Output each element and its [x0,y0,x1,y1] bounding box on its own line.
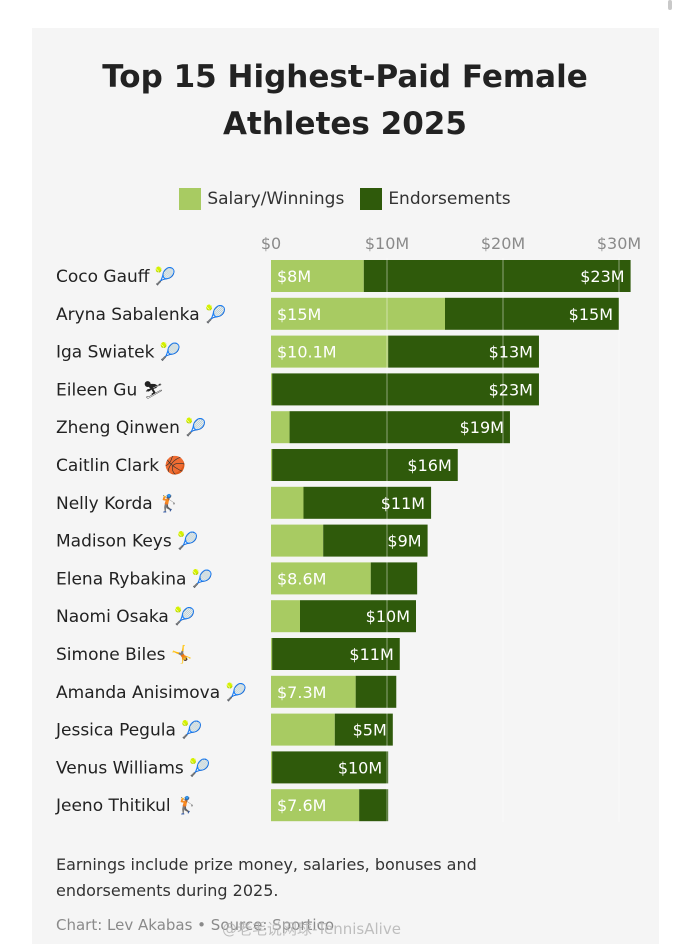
bar-endorsements [272,449,458,481]
bar-endorsements [445,297,619,330]
legend-item-endorsements: Endorsements [360,188,511,210]
athlete-label: Nelly Korda 🏌 [56,493,179,514]
bar-salary [271,486,304,519]
athlete-label: Caitlin Clark 🏀 [56,454,186,476]
bar-label-salary: $7.3M [277,683,326,702]
bar-label-endorsements: $5M [353,721,387,740]
bar-salary [271,751,273,784]
bar-salary [271,713,335,746]
bar-salary [271,675,356,708]
bar-endorsements [272,751,389,784]
legend-label-endorsements: Endorsements [388,189,511,209]
athlete-label: Venus Williams 🎾 [56,757,210,778]
bar-label-endorsements: $11M [349,645,393,664]
bar-label-salary: $10.1M [277,343,337,362]
athlete-label: Jeeno Thitikul 🏌 [55,795,197,816]
bar-label-endorsements: $11M [381,494,425,513]
bar-endorsements [289,411,510,444]
chart-title: Top 15 Highest-Paid Female Athletes 2025 [0,54,690,148]
legend-label-salary: Salary/Winnings [207,189,345,209]
bar-label-salary: $8M [277,267,311,286]
athlete-label: Simone Biles 🤸 [56,644,192,665]
bar-label-endorsements: $13M [489,343,533,362]
athlete-label: Eileen Gu ⛷ [56,380,164,400]
bar-salary [271,789,360,822]
bar-salary [271,335,389,368]
bar-salary [271,638,273,670]
bar-label-endorsements: $19M [460,418,504,437]
athlete-label: Aryna Sabalenka 🎾 [56,304,226,325]
bar-label-salary: $15M [277,305,321,324]
bar-endorsements [272,373,539,406]
bar-endorsements [300,600,416,633]
athlete-label: Zheng Qinwen 🎾 [56,417,206,438]
athlete-label: Elena Rybakina 🎾 [56,568,213,589]
bar-salary [271,373,273,406]
footnote: Earnings include prize money, salaries, … [56,855,477,900]
bar-endorsements [359,789,389,822]
bar-endorsements [355,675,397,708]
athlete-label: Madison Keys 🎾 [56,531,198,552]
bar-salary [271,297,445,330]
bar-salary [271,260,364,292]
bar-label-salary: $8.6M [277,569,326,588]
chart-legend: Salary/Winnings Endorsements [0,188,690,210]
bar-endorsements [370,562,418,595]
athlete-label: Jessica Pegula 🎾 [55,720,202,741]
bar-salary [271,524,324,557]
bar-label-salary: $7.6M [277,796,326,815]
bar-label-endorsements: $10M [338,758,382,777]
bar-endorsements [272,638,400,670]
bar-label-endorsements: $23M [489,380,533,399]
watermark: @老毛说网球-TennisAlive [222,920,401,938]
athlete-label: Iga Swiatek 🎾 [56,342,181,363]
x-tick-label: $0 [261,234,281,253]
chart-credit: Chart: Lev Akabas • Source: Sportico [56,916,334,934]
bar-label-endorsements: $10M [366,607,410,626]
bar-salary [271,562,371,595]
chart-title-line2: Athletes 2025 [223,106,467,142]
bar-endorsements [334,713,393,746]
athlete-label: Coco Gauff 🎾 [56,266,176,287]
bar-endorsements [303,486,432,519]
athlete-label: Amanda Anisimova 🎾 [56,682,247,703]
bar-endorsements [323,524,428,557]
bar-salary [271,600,300,633]
bar-label-endorsements: $23M [580,267,624,286]
bar-salary [271,449,273,481]
athlete-label: Naomi Osaka 🎾 [56,606,195,627]
scrollbar-thumb[interactable] [668,0,672,10]
bar-salary [271,411,290,444]
bar-label-endorsements: $16M [407,456,451,475]
bar-endorsements [388,335,539,368]
bar-endorsements [363,260,631,292]
x-tick-label: $30M [597,234,641,253]
legend-swatch-endorsements [360,188,383,210]
legend-swatch-salary [179,188,202,210]
bar-label-endorsements: $9M [387,532,421,551]
chart-title-line1: Top 15 Highest-Paid Female [102,59,588,95]
x-tick-label: $20M [481,234,525,253]
bar-label-endorsements: $15M [569,305,613,324]
legend-item-salary: Salary/Winnings [179,188,344,210]
x-tick-label: $10M [365,234,409,253]
